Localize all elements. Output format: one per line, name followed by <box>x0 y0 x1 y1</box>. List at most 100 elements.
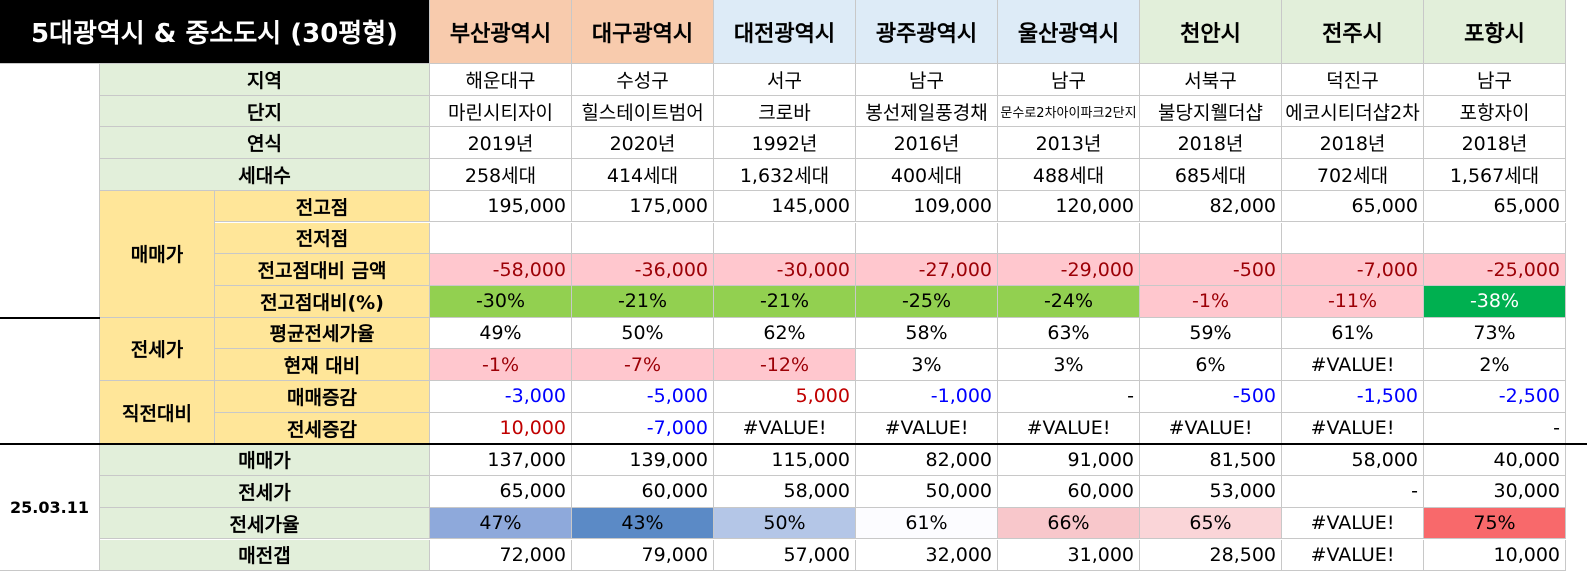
cell: - <box>1282 476 1424 508</box>
cell: 힐스테이트범어 <box>572 95 714 128</box>
blank <box>0 317 100 445</box>
cell: 31,000 <box>998 539 1140 572</box>
cell: 400세대 <box>856 159 998 191</box>
cell: 82,000 <box>856 444 998 477</box>
cell: 10,000 <box>430 412 572 445</box>
cell: 마린시티자이 <box>430 95 572 128</box>
cell: 남구 <box>856 64 998 96</box>
cell: -1% <box>430 349 572 381</box>
cell: 120,000 <box>998 190 1140 223</box>
cell: 서구 <box>714 64 856 96</box>
cell: 남구 <box>998 64 1140 96</box>
cell: 73% <box>1424 317 1566 350</box>
cell: -25% <box>856 285 998 318</box>
cell: 봉선제일풍경채 <box>856 95 998 128</box>
cell: -36,000 <box>572 254 714 286</box>
cell: #VALUE! <box>1140 412 1282 445</box>
city-header: 포항시 <box>1424 0 1566 64</box>
row-label: 전저점 <box>215 222 430 255</box>
row-label: 전세가율 <box>100 507 430 540</box>
cell: #VALUE! <box>856 412 998 445</box>
date: 25.03.11 <box>0 444 100 572</box>
cell: 1,632세대 <box>714 159 856 191</box>
cell: 40,000 <box>1424 444 1566 477</box>
row-label: 현재 대비 <box>215 349 430 381</box>
group-label: 매매가 <box>100 190 215 318</box>
cell: 81,500 <box>1140 444 1282 477</box>
cell: -30,000 <box>714 254 856 286</box>
cell: -11% <box>1282 285 1424 318</box>
cell: 65,000 <box>1282 190 1424 223</box>
cell: 포항자이 <box>1424 95 1566 128</box>
row-label: 세대수 <box>100 159 430 191</box>
cell: -5,000 <box>572 381 714 413</box>
cell: -1,000 <box>856 381 998 413</box>
cell: 2016년 <box>856 127 998 160</box>
cell: -2,500 <box>1424 381 1566 413</box>
cell: 해운대구 <box>430 64 572 96</box>
cell <box>714 222 856 255</box>
cell: 61% <box>856 507 998 540</box>
cell: #VALUE! <box>1282 539 1424 572</box>
city-header: 울산광역시 <box>998 0 1140 64</box>
cell: 2018년 <box>1282 127 1424 160</box>
cell: #VALUE! <box>1282 412 1424 445</box>
cell: 414세대 <box>572 159 714 191</box>
cell: -7,000 <box>572 412 714 445</box>
cell: 115,000 <box>714 444 856 477</box>
cell: 175,000 <box>572 190 714 223</box>
cell: 수성구 <box>572 64 714 96</box>
cell: -500 <box>1140 381 1282 413</box>
cell: 남구 <box>1424 64 1566 96</box>
cell: 79,000 <box>572 539 714 572</box>
cell: 43% <box>572 507 714 540</box>
cell: -58,000 <box>430 254 572 286</box>
cell: -7% <box>572 349 714 381</box>
cell: 109,000 <box>856 190 998 223</box>
cell: -29,000 <box>998 254 1140 286</box>
cell: 258세대 <box>430 159 572 191</box>
cell: 3% <box>856 349 998 381</box>
cell: 문수로2차아이파크2단지 <box>998 95 1140 128</box>
row-label: 지역 <box>100 64 430 96</box>
cell: 2% <box>1424 349 1566 381</box>
row-label: 전고점대비(%) <box>215 285 430 318</box>
cell: 50% <box>572 317 714 350</box>
cell: 32,000 <box>856 539 998 572</box>
row-label: 매전갭 <box>100 539 430 572</box>
cell: 2018년 <box>1140 127 1282 160</box>
cell: 65% <box>1140 507 1282 540</box>
cell: 61% <box>1282 317 1424 350</box>
cell: 137,000 <box>430 444 572 477</box>
cell <box>998 222 1140 255</box>
cell: 크로바 <box>714 95 856 128</box>
cell: 82,000 <box>1140 190 1282 223</box>
header-filler <box>1566 0 1587 64</box>
row-label: 연식 <box>100 127 430 160</box>
cell: - <box>998 381 1140 413</box>
cell: 2020년 <box>572 127 714 160</box>
cell: 75% <box>1424 507 1566 540</box>
row-label: 매매증감 <box>215 381 430 413</box>
group-label: 직전대비 <box>100 381 215 445</box>
cell: 58,000 <box>1282 444 1424 477</box>
cell: -12% <box>714 349 856 381</box>
cell <box>572 222 714 255</box>
row-label: 단지 <box>100 95 430 128</box>
cell: 28,500 <box>1140 539 1282 572</box>
cell <box>1140 222 1282 255</box>
cell: 3% <box>998 349 1140 381</box>
cell: 2019년 <box>430 127 572 160</box>
cell: #VALUE! <box>714 412 856 445</box>
cell: 145,000 <box>714 190 856 223</box>
cell: 1,567세대 <box>1424 159 1566 191</box>
cell: -3,000 <box>430 381 572 413</box>
city-header: 부산광역시 <box>430 0 572 64</box>
cell: 139,000 <box>572 444 714 477</box>
cell: 5,000 <box>714 381 856 413</box>
city-header: 광주광역시 <box>856 0 998 64</box>
cell: 덕진구 <box>1282 64 1424 96</box>
cell <box>430 222 572 255</box>
cell <box>856 222 998 255</box>
